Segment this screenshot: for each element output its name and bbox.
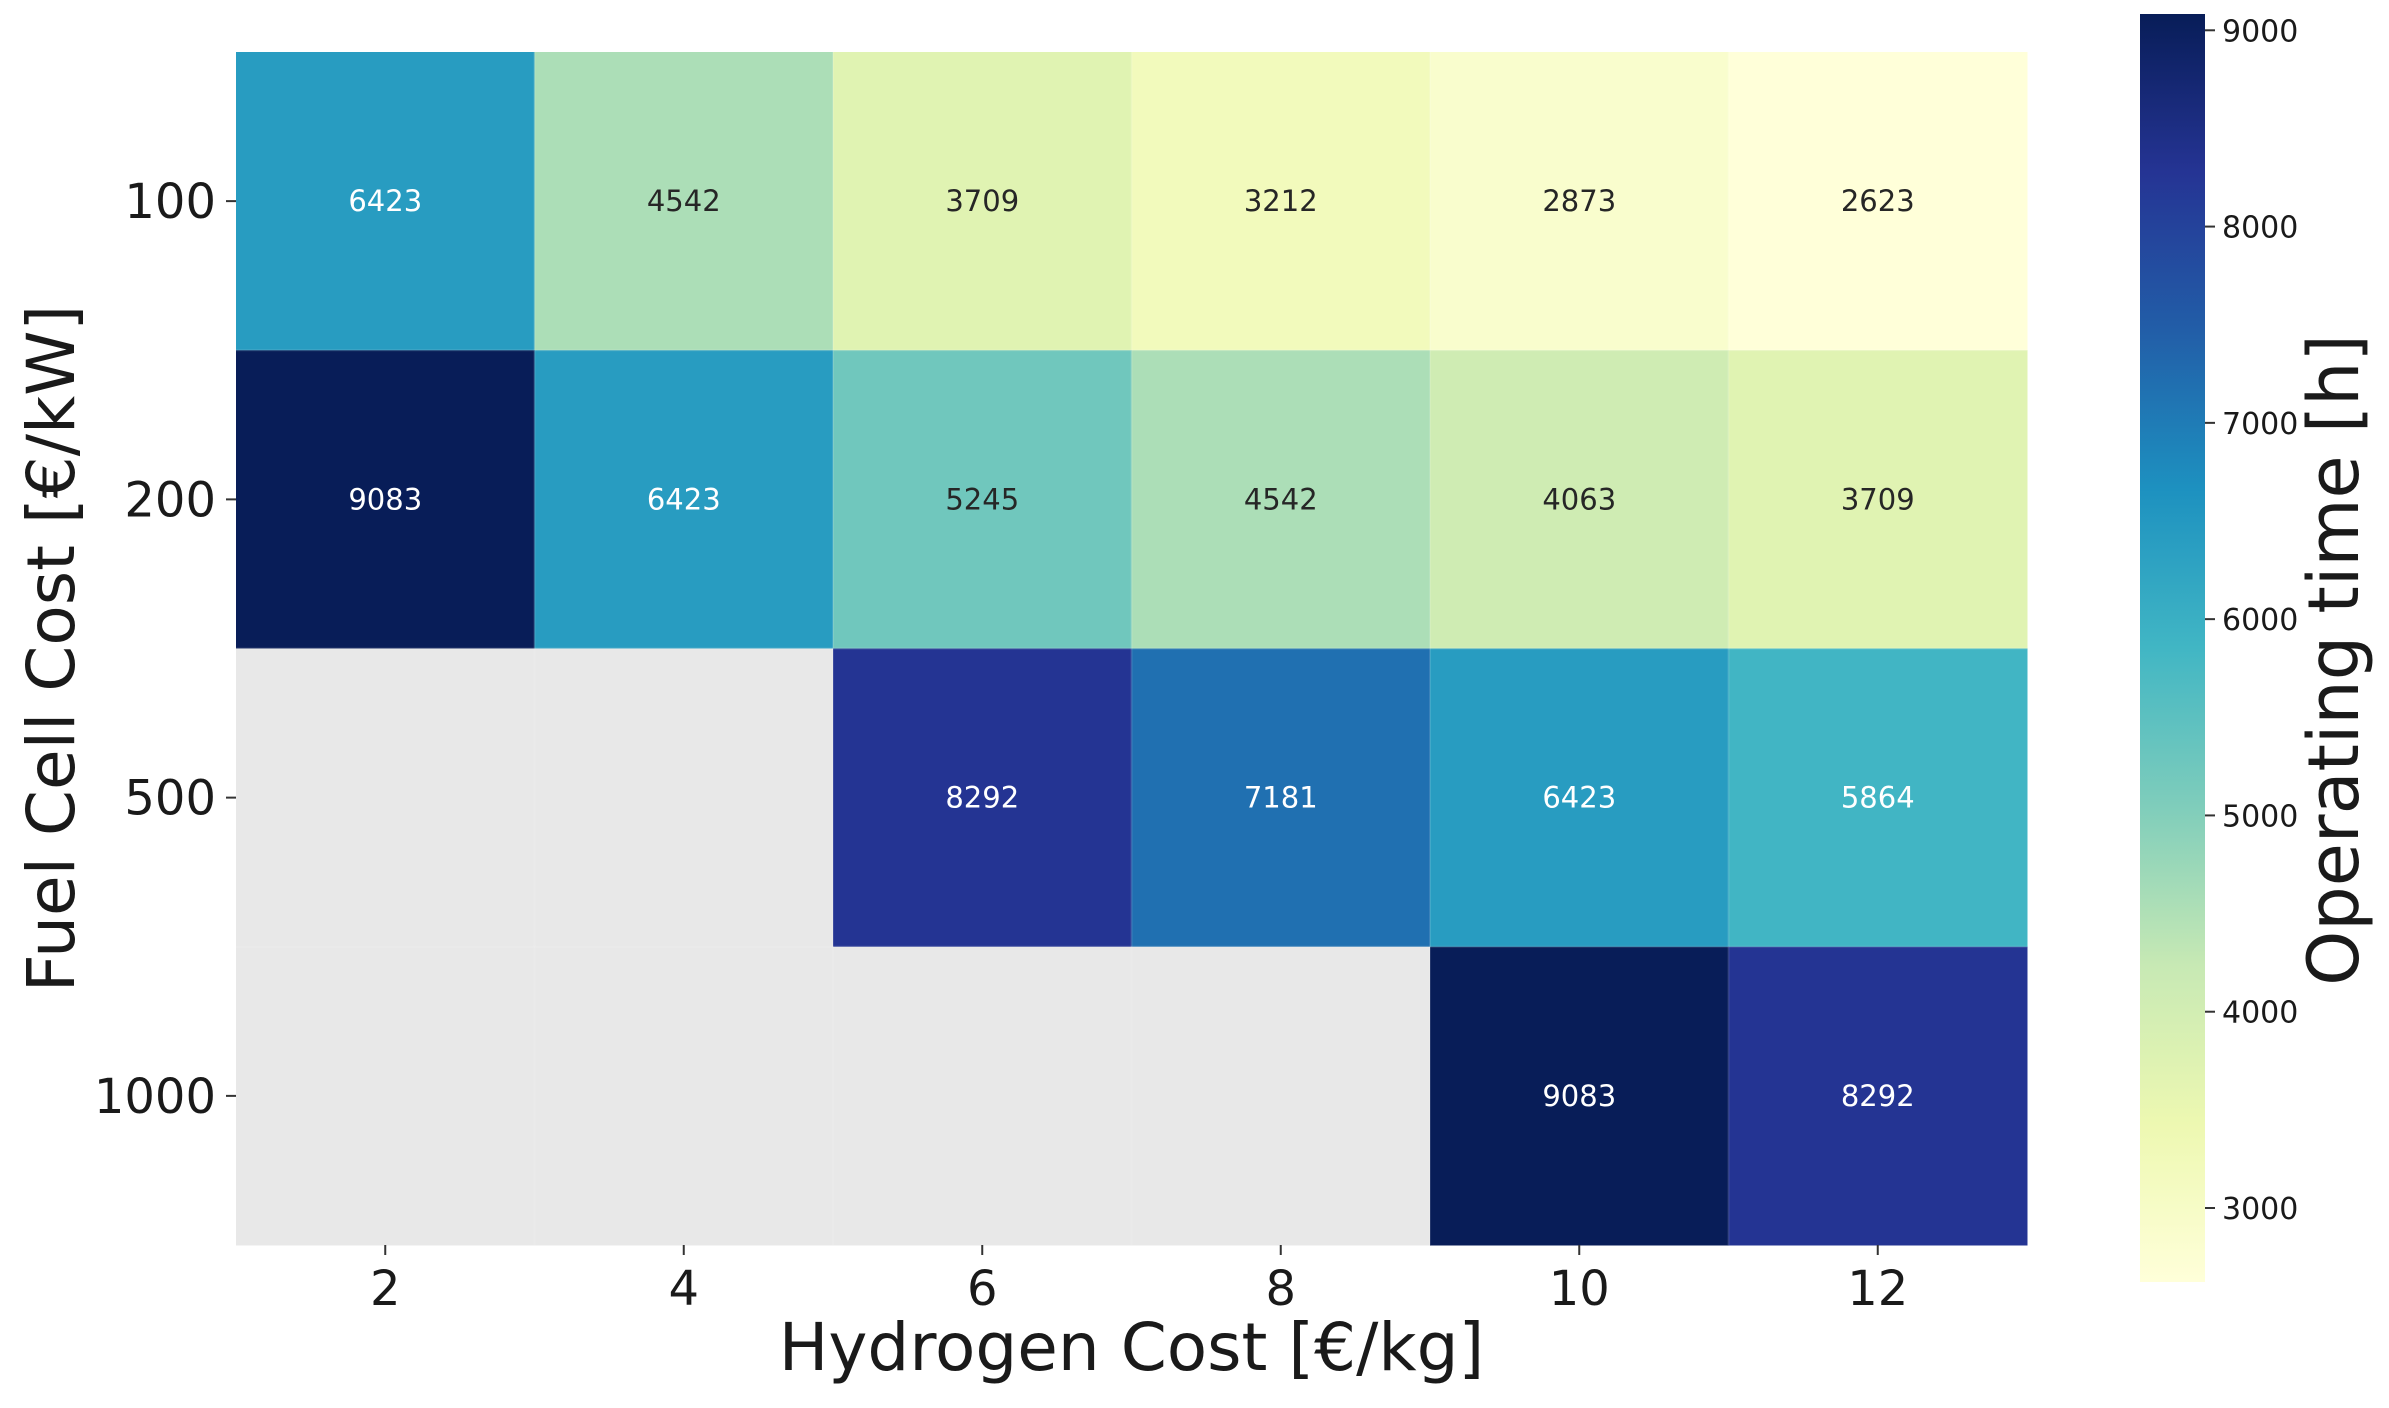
cell-value-label: 5864 xyxy=(1841,781,1915,815)
y-tick-label: 200 xyxy=(124,472,216,528)
heatmap-cell xyxy=(236,350,535,649)
cell-value-label: 4542 xyxy=(647,184,721,218)
cell-value-label: 3709 xyxy=(1841,482,1915,516)
cell-value-label: 9083 xyxy=(348,482,422,516)
heatmap-cell xyxy=(833,648,1132,948)
colorbar-tick-label: 8000 xyxy=(2222,211,2298,246)
colorbar-tick-label: 4000 xyxy=(2222,996,2298,1031)
cell-value-label: 6423 xyxy=(1542,781,1616,815)
heatmap-cells: 6423 4542 3709 3212 2873 2623 9083 6423 5245 4542… xyxy=(236,52,2028,1246)
heatmap-cell xyxy=(1430,648,1729,948)
heatmap-cell xyxy=(1131,52,1431,351)
colorbar-ticks: 3000 4000 5000 6000 7000 8000 9000 xyxy=(2205,14,2298,1227)
heatmap-cell xyxy=(1131,648,1431,948)
cell-value-label: 6423 xyxy=(647,482,721,516)
heatmap-cell xyxy=(1430,350,1729,649)
x-tick-label: 6 xyxy=(967,1261,998,1317)
x-tick-label: 8 xyxy=(1265,1261,1296,1317)
heatmap-cell xyxy=(1131,946,1431,1246)
x-axis-label: Hydrogen Cost [€/kg] xyxy=(779,1309,1485,1386)
cell-value-label: 2873 xyxy=(1542,184,1616,218)
x-tick-label: 2 xyxy=(370,1261,401,1317)
heatmap-cell xyxy=(534,52,834,351)
x-tick-label: 12 xyxy=(1847,1261,1908,1317)
colorbar-tick-label: 9000 xyxy=(2222,14,2298,49)
heatmap-cell xyxy=(534,648,834,948)
colorbar-label: Operating time [h] xyxy=(2293,334,2375,986)
cell-value-label: 8292 xyxy=(1841,1079,1915,1113)
heatmap-cell xyxy=(1430,52,1729,351)
heatmap-cell xyxy=(1728,52,2028,351)
heatmap-cell xyxy=(236,648,535,948)
heatmap-cell xyxy=(236,52,535,351)
heatmap-cell xyxy=(534,946,834,1246)
heatmap-cell xyxy=(1728,350,2028,649)
colorbar-tick-label: 3000 xyxy=(2222,1192,2298,1227)
x-axis-ticks: 2 4 6 8 10 12 xyxy=(370,1245,1908,1317)
heatmap-cell xyxy=(833,52,1132,351)
cell-value-label: 4063 xyxy=(1542,482,1616,516)
cell-value-label: 5245 xyxy=(945,482,1019,516)
cell-value-label: 7181 xyxy=(1244,781,1318,815)
x-tick-label: 4 xyxy=(668,1261,699,1317)
heatmap-cell xyxy=(1131,350,1431,649)
y-axis-ticks: 100 200 500 1000 xyxy=(94,174,236,1125)
y-tick-label: 500 xyxy=(124,771,216,827)
heatmap-cell xyxy=(534,350,834,649)
x-tick-label: 10 xyxy=(1549,1261,1610,1317)
heatmap-cell xyxy=(1728,946,2028,1246)
cell-value-label: 9083 xyxy=(1542,1079,1616,1113)
y-axis-label: Fuel Cell Cost [€/kW] xyxy=(13,305,90,992)
heatmap-cell xyxy=(1728,648,2028,948)
cell-value-label: 3709 xyxy=(945,184,1019,218)
colorbar-tick-label: 6000 xyxy=(2222,603,2298,638)
cell-value-label: 4542 xyxy=(1244,482,1318,516)
colorbar-tick-label: 7000 xyxy=(2222,407,2298,442)
heatmap-cell xyxy=(833,946,1132,1246)
y-tick-label: 1000 xyxy=(94,1069,216,1125)
y-tick-label: 100 xyxy=(124,174,216,230)
colorbar xyxy=(2140,14,2205,1282)
cell-value-label: 6423 xyxy=(348,184,422,218)
cell-value-label: 8292 xyxy=(945,781,1019,815)
cell-value-label: 2623 xyxy=(1841,184,1915,218)
heatmap-cell xyxy=(1430,946,1729,1246)
heatmap-cell xyxy=(833,350,1132,649)
heatmap-cell xyxy=(236,946,535,1246)
cell-value-label: 3212 xyxy=(1244,184,1318,218)
colorbar-tick-label: 5000 xyxy=(2222,799,2298,834)
